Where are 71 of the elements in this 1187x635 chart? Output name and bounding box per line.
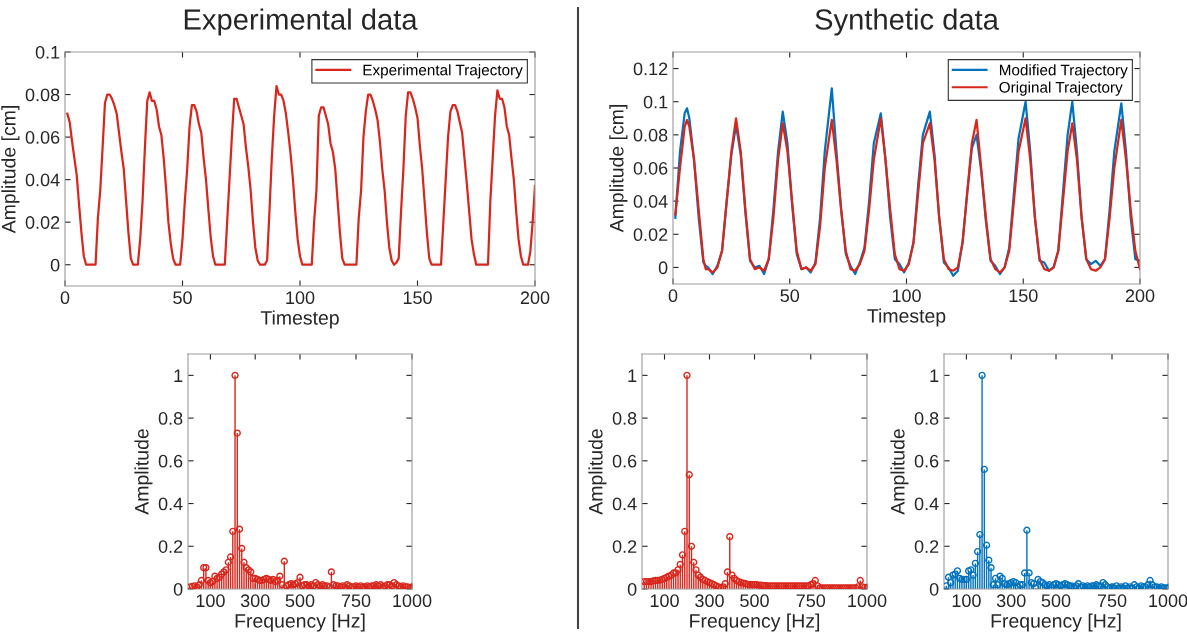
chart-title: Experimental data [184, 8, 418, 36]
x-tick-label: 500 [285, 594, 315, 608]
y-tick-label: 0.8 [612, 412, 637, 425]
y-tick-label: 0.1 [35, 45, 60, 59]
x-tick-label: 200 [1125, 289, 1155, 303]
x-tick-label: 150 [1009, 289, 1038, 303]
x-tick-label: 500 [740, 594, 769, 608]
y-tick-label: 0.06 [25, 131, 60, 144]
legend-label: Experimental Trajectory [363, 64, 523, 79]
y-tick-label: 0.08 [633, 128, 668, 142]
x-tick-label: 300 [996, 594, 1026, 608]
y-axis-title: Amplitude [890, 429, 909, 515]
chart-title: Synthetic data [815, 8, 999, 36]
x-axis-title: Frequency [Hz] [690, 613, 820, 632]
x-tick-label: 1000 [393, 594, 432, 608]
x-tick-label: 150 [403, 291, 432, 305]
y-tick-label: 1 [930, 369, 939, 382]
y-tick-label: 0 [173, 582, 183, 596]
y-tick-label: 0.06 [633, 161, 668, 175]
x-tick-label: 50 [780, 289, 800, 303]
x-tick-label: 0 [668, 289, 678, 303]
y-tick-label: 0.12 [633, 62, 668, 76]
x-tick-label: 300 [240, 594, 270, 608]
y-tick-label: 0 [50, 258, 60, 272]
x-axis-title: Frequency [Hz] [235, 613, 365, 632]
x-axis-title: Frequency [Hz] [991, 613, 1121, 632]
y-tick-label: 0.8 [914, 412, 939, 425]
x-tick-label: 300 [695, 594, 724, 608]
y-tick-label: 0.6 [158, 454, 183, 468]
y-tick-label: 0.6 [914, 454, 939, 468]
y-tick-label: 0.04 [25, 173, 60, 187]
legend-label: Modified Trajectory [999, 64, 1128, 79]
y-tick-label: 0 [658, 261, 668, 275]
y-tick-label: 0.02 [633, 228, 668, 242]
x-tick-label: 1000 [1149, 594, 1187, 608]
y-tick-label: 0.04 [633, 195, 668, 208]
legend-label: Original Trajectory [999, 81, 1123, 96]
y-axis-title: Amplitude [134, 429, 153, 515]
x-tick-label: 100 [952, 594, 981, 608]
y-tick-label: 0.2 [914, 540, 939, 553]
y-tick-label: 0.6 [612, 454, 637, 468]
y-tick-label: 0 [929, 582, 939, 596]
x-tick-label: 100 [196, 594, 225, 608]
y-tick-label: 0.1 [643, 95, 668, 109]
y-axis-title: Amplitude [cm] [609, 105, 628, 233]
y-tick-label: 0.2 [158, 540, 183, 553]
y-tick-label: 0.02 [25, 216, 60, 229]
x-axis-title: Timestep [867, 308, 946, 327]
x-axis-title: Timestep [260, 310, 339, 329]
y-tick-label: 1 [628, 369, 637, 382]
x-tick-label: 50 [173, 291, 192, 305]
y-tick-label: 0.2 [612, 540, 637, 553]
x-tick-label: 100 [286, 291, 315, 305]
x-tick-label: 750 [1097, 594, 1127, 608]
y-tick-label: 0.08 [25, 88, 60, 102]
y-axis-title: Amplitude [588, 429, 607, 515]
x-tick-label: 200 [520, 291, 550, 305]
x-tick-label: 0 [60, 291, 70, 305]
x-tick-label: 750 [796, 594, 826, 608]
y-axis-title: Amplitude [cm] [1, 106, 20, 234]
y-tick-label: 0.4 [914, 497, 939, 511]
x-tick-label: 100 [650, 594, 679, 608]
y-tick-label: 0.4 [158, 497, 183, 511]
y-tick-label: 0 [627, 582, 637, 596]
y-tick-label: 0.8 [158, 412, 183, 425]
x-tick-label: 100 [892, 289, 921, 303]
x-tick-label: 750 [341, 594, 371, 608]
x-tick-label: 500 [1041, 594, 1071, 608]
y-tick-label: 0.4 [612, 497, 637, 511]
y-tick-label: 1 [174, 369, 183, 382]
x-tick-label: 1000 [848, 594, 887, 608]
